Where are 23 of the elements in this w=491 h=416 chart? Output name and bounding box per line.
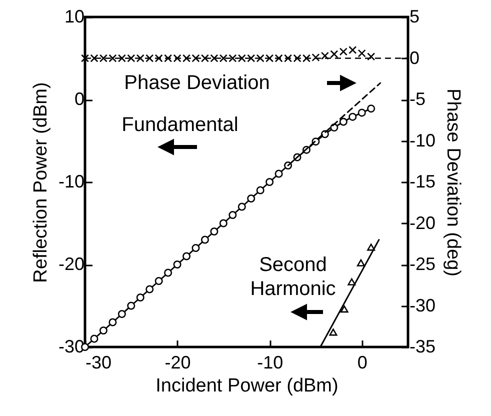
y2-tick-label: -25 [410, 254, 436, 274]
y2-tick-label: -10 [410, 130, 436, 150]
y-tick-label: 10 [64, 6, 84, 26]
annotation: Phase Deviation [124, 72, 270, 94]
x-axis-title: Incident Power (dBm) [156, 376, 338, 396]
y2-axis-title: Phase Deviation (deg) [442, 88, 464, 276]
y2-tick-label: -5 [410, 89, 426, 109]
y2-tick-label: 5 [410, 6, 420, 26]
x-tick-label: -30 [86, 352, 112, 372]
y-tick-label: -10 [58, 172, 84, 192]
y2-tick-label: -35 [410, 336, 436, 356]
y-axis-title: Reflection Power (dBm) [30, 82, 52, 283]
y2-tick-label: -20 [410, 212, 436, 233]
annotation: Fundamental [122, 114, 238, 136]
x-tick-label: -10 [257, 352, 284, 372]
y2-tick-label: -15 [410, 172, 436, 192]
y2-tick-label: -30 [410, 295, 436, 316]
y2-tick-label: 0 [410, 48, 420, 68]
y-tick-label: -20 [58, 254, 84, 274]
annotation: Second Harmonic [250, 254, 336, 300]
y-tick-label: 0 [74, 89, 84, 109]
x-tick-label: -20 [164, 352, 191, 372]
x-tick-label: 0 [357, 352, 368, 372]
